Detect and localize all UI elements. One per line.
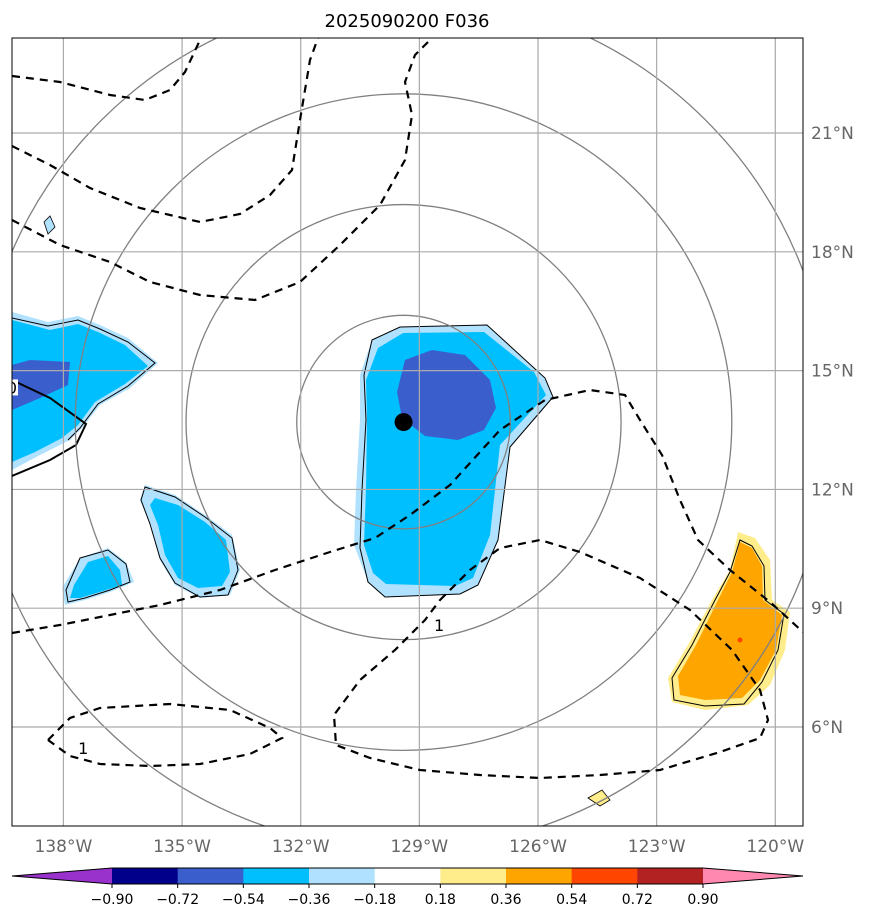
colorbar-tick-label-2: −0.54 [222,892,265,908]
dashed-contour-2 [12,38,320,224]
colorbar-tick-label-1: −0.72 [156,892,199,908]
x-tick-label-5: 123°W [628,837,686,857]
contour-label-bg-1 [77,739,90,756]
colorbar-tick-label-5: 0.18 [425,892,456,908]
dashed-contour-3 [12,38,433,302]
shade-deepskyblue-blob1 [150,498,230,588]
y-tick-label-2: 12°N [811,480,854,500]
contour-thin-center [359,324,554,598]
colorbar-tick-label-3: −0.36 [288,892,331,908]
x-tick-label-4: 126°W [509,837,567,857]
x-tick-label-0: 138°W [35,837,93,857]
colorbar-segment-7 [571,868,638,884]
y-tick-label-4: 18°N [811,243,854,263]
map-frame [11,37,804,827]
y-tick-label-1: 9°N [811,599,843,619]
dashed-contour-5 [332,538,770,780]
colorbar-segment-8 [637,868,704,884]
colorbar-tick-label-4: −0.18 [353,892,396,908]
contour-labels: 1 1 0 [7,378,446,758]
colorbar-segment-1 [177,868,244,884]
dashed-contour-4 [12,388,803,635]
dashed-contour-6 [47,702,284,768]
contour-label-1: 1 [78,739,88,758]
range-rings [12,38,803,826]
x-tick-label-1: 135°W [153,837,211,857]
dashed-contours [12,38,803,780]
colorbar-segment-4 [374,868,441,884]
shade-royalblue-west [12,360,70,410]
x-tick-label-6: 120°W [746,837,804,857]
contour-label-bg-2 [12,379,18,396]
colorbar-segment-3 [309,868,376,884]
x-tick-label-2: 132°W [272,837,330,857]
shade-orange-east [678,542,782,700]
y-tick-labels: 6°N 9°N 12°N 15°N 18°N 21°N [811,124,854,738]
colorbar-tick-label-9: 0.90 [687,892,718,908]
shade-tiny-speck [43,215,56,235]
contour-solid-west [12,379,88,477]
y-tick-label-5: 21°N [811,124,854,144]
gridlines [12,38,803,826]
dashed-contour-1 [12,39,201,102]
contour-thin-blob1 [140,486,239,598]
colorbar-tick-label-0: −0.90 [91,892,134,908]
x-tick-labels: 138°W 135°W 132°W 129°W 126°W 123°W 120°W [35,837,805,857]
contour-label-bg-0 [433,617,446,634]
storm-center-marker [394,413,413,432]
map-area: 1 1 0 [7,38,803,826]
range-ring-0 [296,314,511,530]
range-ring-1 [185,203,622,641]
colorbar-tick-label-8: 0.72 [622,892,653,908]
y-tick-label-3: 15°N [811,362,854,382]
shade-royalblue-center [397,350,496,440]
range-ring-2 [74,93,733,752]
colorbar-tick-label-7: 0.54 [556,892,587,908]
chart-title: 2025090200 F036 [325,11,490,32]
shaded-field [12,215,790,807]
contour-thin-east [671,539,785,707]
x-tick-label-3: 129°W [390,837,448,857]
colorbar-segment-2 [243,868,310,884]
contour-label-0: 1 [434,616,444,635]
red-speck [737,637,743,643]
colorbar-extend-high [703,868,803,884]
colorbar-tick-label-6: 0.36 [490,892,521,908]
shade-deepskyblue-west [12,320,148,462]
colorbar-segment-0 [112,868,179,884]
colorbar-segment-5 [440,868,507,884]
contour-thin-blob2 [65,549,131,603]
y-tick-label-0: 6°N [811,718,843,738]
colorbar-extend-low [12,868,112,884]
colorbar: −0.90 −0.72 −0.54 −0.36 −0.18 0.18 0.36 0.54 0.7… [11,867,804,908]
colorbar-segment-6 [506,868,573,884]
contour-label-2: 0 [7,378,17,397]
